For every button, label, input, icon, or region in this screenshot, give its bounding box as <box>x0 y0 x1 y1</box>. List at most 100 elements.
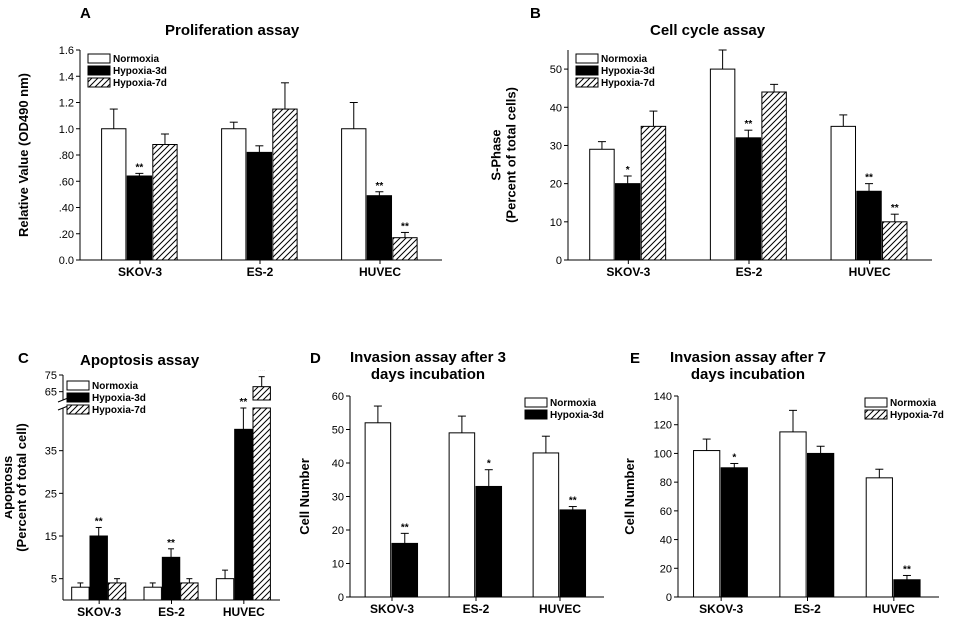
svg-text:1.4: 1.4 <box>59 71 74 83</box>
svg-text:SKOV-3: SKOV-3 <box>370 602 414 616</box>
panel-c-title: Apoptosis assay <box>80 352 199 369</box>
svg-text:**: ** <box>95 516 103 527</box>
svg-text:0: 0 <box>556 255 562 267</box>
svg-text:30: 30 <box>550 140 562 152</box>
svg-text:HUVEC: HUVEC <box>873 602 915 616</box>
svg-text:30: 30 <box>332 492 344 504</box>
svg-text:5: 5 <box>51 574 57 586</box>
panel-e-letter: E <box>630 350 640 367</box>
svg-text:20: 20 <box>660 563 672 575</box>
svg-text:0: 0 <box>666 592 672 604</box>
svg-text:Hypoxia-7d: Hypoxia-7d <box>92 405 146 416</box>
svg-text:HUVEC: HUVEC <box>539 602 581 616</box>
panel-d-title: Invasion assay after 3 days incubation <box>350 350 506 383</box>
svg-text:10: 10 <box>550 217 562 229</box>
panel-c-chart: 51525356575Apoptosis(Percent of total ce… <box>5 370 285 625</box>
svg-text:Normoxia: Normoxia <box>890 398 937 409</box>
svg-text:Hypoxia-3d: Hypoxia-3d <box>92 393 146 404</box>
panel-b-letter: B <box>530 5 541 22</box>
svg-text:Normoxia: Normoxia <box>550 398 597 409</box>
svg-text:.20: .20 <box>59 229 74 241</box>
svg-text:ES-2: ES-2 <box>463 602 490 616</box>
svg-text:**: ** <box>865 173 873 184</box>
svg-text:(Percent of total cells): (Percent of total cells) <box>504 87 519 223</box>
svg-text:120: 120 <box>654 420 672 432</box>
svg-text:HUVEC: HUVEC <box>849 265 891 279</box>
svg-text:**: ** <box>401 221 409 232</box>
svg-text:Cell Number: Cell Number <box>297 458 312 535</box>
svg-text:Relative Value (OD490 nm): Relative Value (OD490 nm) <box>16 73 31 237</box>
panel-c-letter: C <box>18 350 29 367</box>
svg-text:Hypoxia-3d: Hypoxia-3d <box>550 410 604 421</box>
svg-text:**: ** <box>569 496 577 507</box>
svg-text:Cell Number: Cell Number <box>622 458 637 535</box>
svg-text:SKOV-3: SKOV-3 <box>77 605 121 619</box>
svg-text:Hypoxia-3d: Hypoxia-3d <box>113 66 167 77</box>
svg-text:10: 10 <box>332 559 344 571</box>
svg-text:35: 35 <box>45 446 57 458</box>
svg-text:**: ** <box>744 119 752 130</box>
svg-text:25: 25 <box>45 488 57 500</box>
svg-text:**: ** <box>167 538 175 549</box>
panel-e-chart: 0 20 40 60 80 100 120 140 Cell Number SKOV-3 * ES-2… <box>620 388 945 625</box>
svg-text:*: * <box>732 452 736 463</box>
svg-text:40: 40 <box>332 458 344 470</box>
panel-a-title: Proliferation assay <box>165 22 299 39</box>
svg-text:ES-2: ES-2 <box>736 265 763 279</box>
svg-text:15: 15 <box>45 531 57 543</box>
svg-text:1.2: 1.2 <box>59 98 74 110</box>
svg-text:Hypoxia-7d: Hypoxia-7d <box>113 78 167 89</box>
svg-text:HUVEC: HUVEC <box>223 605 265 619</box>
svg-text:**: ** <box>258 370 266 377</box>
panel-a-letter: A <box>80 5 91 22</box>
svg-text:Hypoxia-3d: Hypoxia-3d <box>601 66 655 77</box>
panel-b-title: Cell cycle assay <box>650 22 765 39</box>
panel-d-letter: D <box>310 350 321 367</box>
svg-text:80: 80 <box>660 477 672 489</box>
figure-page: A Proliferation assay B Cell cycle assay… <box>0 0 955 634</box>
svg-text:40: 40 <box>660 535 672 547</box>
panel-b-chart: 0 10 20 30 40 50 S-Phase(Percent of total cell… <box>490 40 940 290</box>
svg-text:ES-2: ES-2 <box>158 605 185 619</box>
svg-text:0.0: 0.0 <box>59 255 74 267</box>
svg-text:1.6: 1.6 <box>59 45 74 57</box>
svg-text:40: 40 <box>550 102 562 114</box>
svg-text:0: 0 <box>338 592 344 604</box>
svg-text:SKOV-3: SKOV-3 <box>606 265 650 279</box>
svg-text:75: 75 <box>45 370 57 382</box>
svg-text:60: 60 <box>332 391 344 403</box>
svg-text:**: ** <box>903 564 911 575</box>
svg-text:Hypoxia-7d: Hypoxia-7d <box>601 78 655 89</box>
svg-text:60: 60 <box>660 506 672 518</box>
svg-text:140: 140 <box>654 391 672 403</box>
svg-text:**: ** <box>135 162 143 173</box>
svg-text:ES-2: ES-2 <box>794 602 821 616</box>
svg-text:Normoxia: Normoxia <box>601 54 648 65</box>
svg-text:ES-2: ES-2 <box>247 265 274 279</box>
svg-text:**: ** <box>891 203 899 214</box>
panel-d-chart: 0 10 20 30 40 50 60 Cell Number SKOV-3 ** ES-2 * HUV… <box>295 388 610 625</box>
svg-text:1.0: 1.0 <box>59 124 74 136</box>
panel-a-chart: 0.0 .20 .40 .60 .80 1.0 1.2 1.4 1.6 Relative Valu… <box>10 40 450 290</box>
svg-text:Hypoxia-7d: Hypoxia-7d <box>890 410 944 421</box>
svg-text:.60: .60 <box>59 176 74 188</box>
svg-text:20: 20 <box>550 179 562 191</box>
svg-text:100: 100 <box>654 448 672 460</box>
svg-text:SKOV-3: SKOV-3 <box>118 265 162 279</box>
svg-text:65: 65 <box>45 387 57 399</box>
svg-text:**: ** <box>375 181 383 192</box>
svg-text:(Percent of total cell): (Percent of total cell) <box>14 423 29 552</box>
svg-text:20: 20 <box>332 525 344 537</box>
svg-text:50: 50 <box>332 425 344 437</box>
svg-text:*: * <box>487 459 491 470</box>
svg-text:50: 50 <box>550 64 562 76</box>
svg-text:SKOV-3: SKOV-3 <box>699 602 743 616</box>
svg-text:.80: .80 <box>59 150 74 162</box>
svg-text:HUVEC: HUVEC <box>359 265 401 279</box>
svg-text:Normoxia: Normoxia <box>92 381 139 392</box>
svg-text:*: * <box>626 165 630 176</box>
svg-text:**: ** <box>401 522 409 533</box>
svg-text:S-Phase: S-Phase <box>490 129 504 180</box>
svg-text:.40: .40 <box>59 203 74 215</box>
svg-text:**: ** <box>239 397 247 408</box>
